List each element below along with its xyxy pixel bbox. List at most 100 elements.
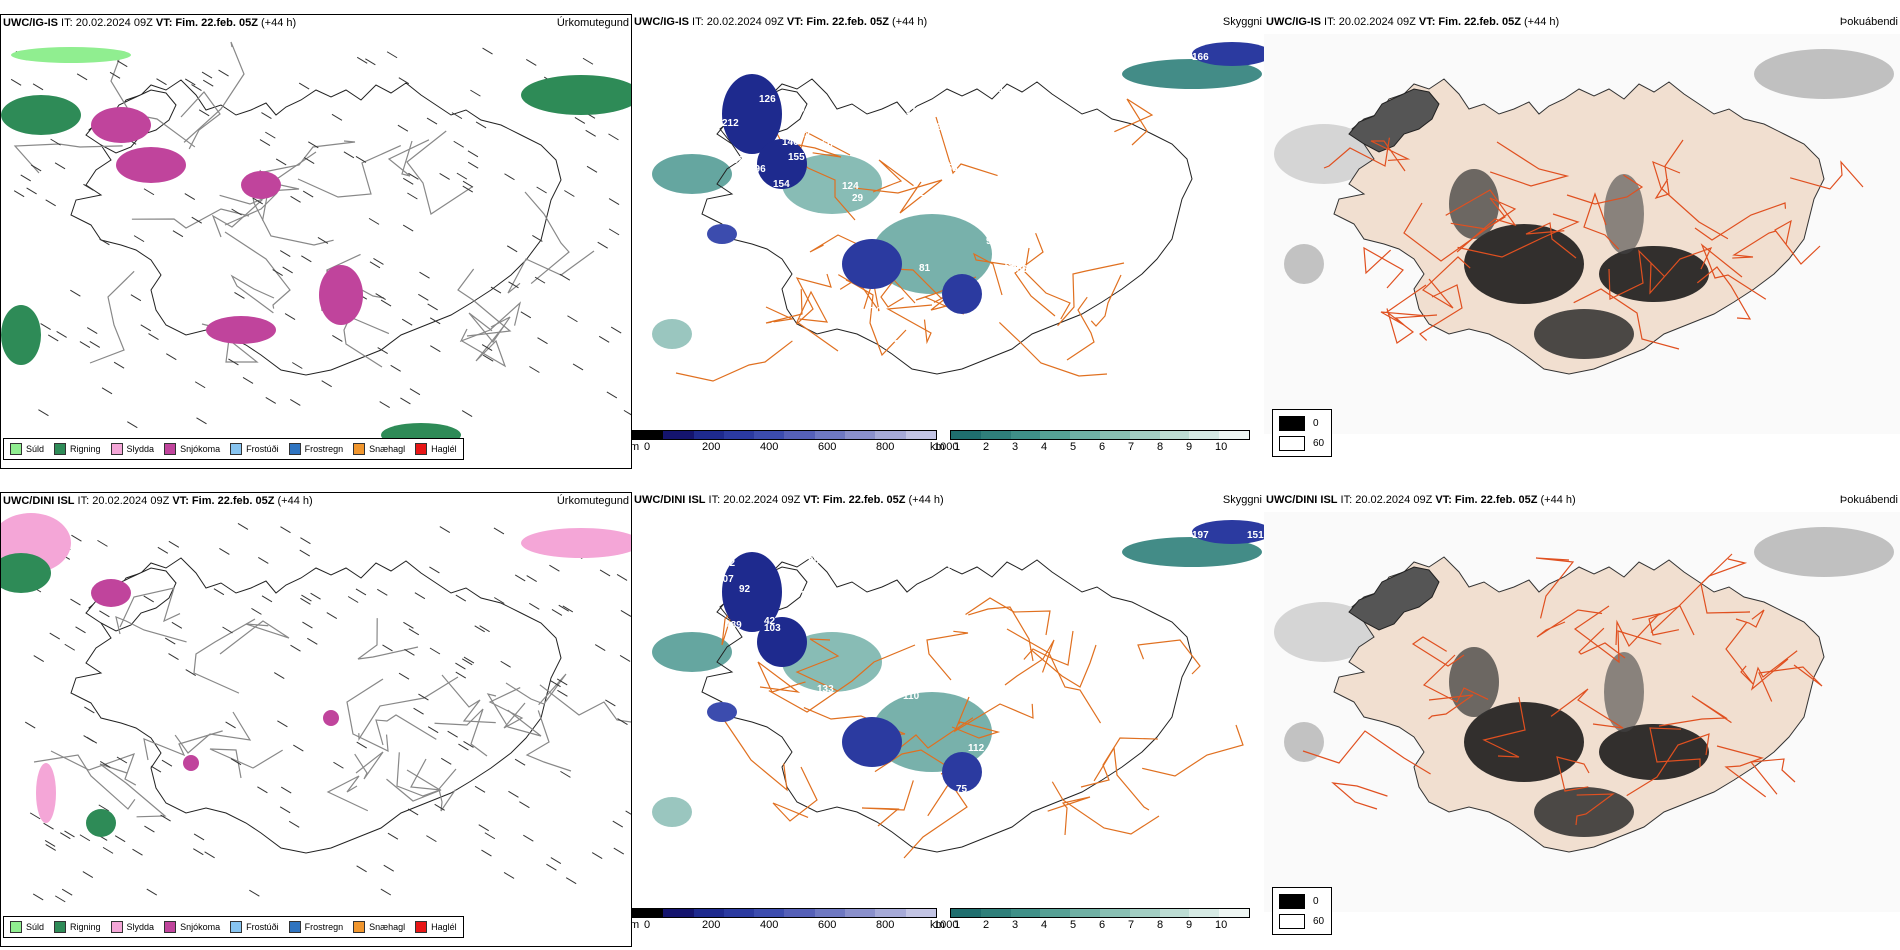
legend-swatch [164,443,177,455]
legend-item: Frostregn [288,921,344,933]
visibility-value: 100 [944,832,961,843]
visibility-value: 136 [900,125,917,136]
km-tick: 1 [954,919,961,931]
color-step [1010,431,1041,439]
color-step [814,909,846,917]
color-step [1040,431,1071,439]
visibility-value: 166 [1192,52,1209,63]
fog-legend-swatch [1279,416,1305,431]
fog-legend-item: 60 [1279,436,1324,451]
visibility-value: 235 [1007,747,1024,758]
precip-type-panel: UWC/IG-IS IT: 20.02.2024 09Z VT: Fim. 22… [0,14,632,469]
fog-index-panel: UWC/DINI ISL IT: 20.02.2024 09Z VT: Fim.… [1264,492,1900,947]
road-network [1323,137,1864,350]
legend-item: Slydda [110,921,154,933]
visibility-value: 88 [808,556,820,567]
precip-map [1,41,631,445]
color-step [875,909,906,917]
visibility-value: 81 [903,596,915,607]
height-tick: 400 [760,919,779,931]
visibility-value: 94 [953,341,965,352]
legend-item: Rigning [54,921,101,933]
visibility-value: 175 [782,227,799,238]
color-step [693,431,724,439]
color-step [723,431,755,439]
visibility-value: 119 [984,852,1001,863]
legend-label: Frostregn [304,922,344,932]
legend-label: Rigning [70,922,101,932]
color-step [633,431,664,439]
height-tick: 400 [760,441,779,453]
visibility-value: 145 [946,562,963,573]
legend-swatch [54,921,67,933]
issue-time: IT: 20.02.2024 09Z [1337,494,1436,506]
height-scale: m 0 200 400 600 800 1000 [632,430,958,455]
km-tick: 4 [1041,441,1048,453]
offshore-fog [1274,49,1894,284]
legend-item: Snæhagl [353,443,405,455]
visibility-value: 29 [852,193,864,204]
visibility-value: 153 [941,163,958,174]
wind-barbs [14,523,631,903]
legend-label: Snjókoma [180,444,221,454]
km-tick: 2 [983,441,990,453]
legend-swatch [164,921,177,933]
km-tick: 7 [1128,441,1135,453]
visibility-value: 176 [986,84,1003,95]
visibility-value: 101 [800,590,817,601]
height-tick: 200 [702,919,721,931]
legend-label: Rigning [70,444,101,454]
model-name: UWC/DINI ISL [1266,494,1338,506]
valid-time: VT: Fim. 22.feb. 05Z [155,17,258,29]
offshore-fog [1274,527,1894,762]
visibility-value: 212 [722,118,739,129]
color-step [784,431,815,439]
legend-label: Snæhagl [369,444,406,454]
fog-legend-label: 60 [1313,916,1325,927]
fog-title: Þokuábendi [1839,494,1898,506]
legend-swatch [110,921,123,933]
color-step [1189,431,1220,439]
legend-swatch [415,443,428,455]
fog-legend-label: 60 [1313,438,1325,449]
visibility-value: 296 [749,164,766,175]
color-step [845,909,876,917]
visibility-value: 257 [909,341,926,352]
legend-swatch [10,921,22,933]
visibility-value: 106 [934,161,951,172]
visibility-cores [707,74,982,314]
visibility-value: 155 [788,152,805,163]
visibility-value: 113 [849,791,866,802]
issue-time: IT: 20.02.2024 09Z [74,495,173,507]
low-visibility-areas [652,520,1264,827]
color-step [1129,909,1160,917]
visibility-value: 102 [888,603,905,614]
legend-label: Haglél [431,444,457,454]
issue-time: IT: 20.02.2024 09Z [689,16,787,28]
km-colorbar [950,908,1250,918]
color-step [663,909,694,917]
visibility-value: 151 [1247,530,1264,541]
model-name: UWC/IG-IS [634,16,689,28]
precip-legend: Súld Rigning Slydda Snjókoma Frostúði Frostre… [3,438,464,460]
lead-time: (+44 h) [888,16,928,28]
color-step [905,431,936,439]
fog-legend-swatch [1279,914,1305,929]
legend-item: Haglél [415,921,457,933]
lead-time: (+44 h) [1537,494,1576,506]
fog-index-panel: UWC/IG-IS IT: 20.02.2024 09Z VT: Fim. 22… [1264,14,1900,469]
fog-legend-item: 0 [1279,416,1319,431]
color-step [1099,431,1130,439]
legend-swatch [54,443,67,455]
visibility-value: 42 [764,616,776,627]
legend-label: Súld [26,444,45,454]
visibility-value: 202 [962,124,979,135]
visibility-value: 230 [787,355,804,366]
color-step [1129,431,1160,439]
fog-legend: 0 60 [1272,887,1332,935]
color-step [1070,909,1100,917]
visibility-value: 75 [956,784,968,795]
visibility-value: 28 [894,339,906,350]
issue-time: IT: 20.02.2024 09Z [1321,16,1419,28]
fog-legend-label: 0 [1313,418,1319,429]
